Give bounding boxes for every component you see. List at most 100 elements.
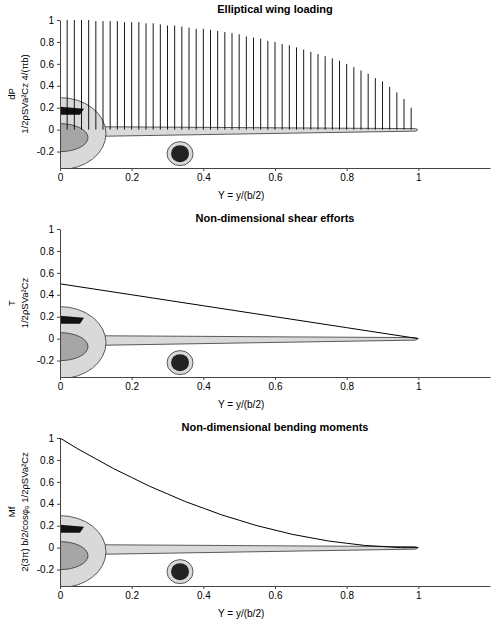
plot-marks — [60, 284, 418, 339]
x-tick-label: 0.8 — [340, 381, 354, 392]
y-tick-label: 0.4 — [40, 80, 54, 91]
y-tick-label: 1 — [48, 224, 54, 235]
y-tick-label: 1 — [48, 433, 54, 444]
x-tick-mark — [132, 586, 133, 589]
x-tick: 0.6 — [269, 168, 283, 183]
x-tick: 0.2 — [125, 168, 139, 183]
title: Non-dimensional bending moments — [181, 421, 368, 433]
y-tick: 0.4 — [40, 80, 60, 91]
x-tick: 0.8 — [340, 586, 354, 601]
stem — [174, 25, 175, 129]
stem — [167, 25, 168, 129]
panel: 00.20.40.60.81-0.200.20.40.60.81Elliptic… — [6, 3, 491, 201]
x-tick-label: 0.4 — [197, 172, 211, 183]
stem — [396, 92, 397, 129]
stem — [325, 56, 326, 129]
y-axis-title: Mf — [6, 506, 17, 517]
y-tick-mark — [57, 570, 60, 571]
stem — [282, 44, 283, 130]
stem — [267, 41, 268, 130]
x-tick-mark — [275, 586, 276, 589]
x-tick-label: 0.6 — [269, 172, 283, 183]
line — [60, 438, 418, 548]
x-tick-label: 0.2 — [125, 590, 139, 601]
stem — [67, 20, 68, 130]
y-tick-mark — [57, 361, 60, 362]
y-tick-mark — [57, 438, 60, 439]
stem — [339, 61, 340, 130]
y-tick: 0.6 — [40, 268, 60, 279]
stem — [131, 22, 132, 129]
y-tick: 1 — [48, 433, 60, 444]
y-tick-label: -0.2 — [37, 564, 55, 575]
panel: 00.20.40.60.81-0.200.20.40.60.81Non-dime… — [6, 421, 491, 619]
plot-marks — [60, 438, 418, 548]
y-tick-label: 0.4 — [40, 289, 54, 300]
stem — [296, 47, 297, 129]
y-tick-mark — [57, 460, 60, 461]
y-tick: 0.6 — [40, 477, 60, 488]
aircraft-engine — [167, 351, 193, 375]
y-axis-title: dP — [6, 88, 17, 100]
y-tick-label: -0.2 — [37, 146, 55, 157]
x-tick-label: 1 — [416, 381, 422, 392]
stem — [361, 70, 362, 129]
aircraft-engine-core — [171, 145, 189, 162]
y-tick-mark — [57, 339, 60, 340]
y-tick-label: 0 — [48, 124, 54, 135]
stem — [181, 27, 182, 130]
aircraft-windshield — [60, 525, 84, 533]
x-tick: 0.2 — [125, 586, 139, 601]
y-tick-label: 0 — [48, 333, 54, 344]
stem — [217, 31, 218, 130]
stem — [411, 108, 412, 130]
x-tick: 0.6 — [269, 377, 283, 392]
stem — [289, 45, 290, 129]
y-tick-label: 0.8 — [40, 455, 54, 466]
x-tick-label: 0.4 — [197, 590, 211, 601]
stem — [310, 52, 311, 130]
y-tick-label: 0.4 — [40, 498, 54, 509]
y-tick-label: 0.2 — [40, 311, 54, 322]
x-tick: 0 — [58, 586, 64, 601]
stem — [110, 21, 111, 130]
y-tick-mark — [57, 86, 60, 87]
stem — [88, 20, 89, 130]
y-tick: 0.4 — [40, 289, 60, 300]
x-tick-label: 0.8 — [340, 590, 354, 601]
y-tick-mark — [57, 526, 60, 527]
aircraft-wing — [80, 336, 418, 346]
y-tick-label: 0.8 — [40, 37, 54, 48]
x-tick-label: 0.2 — [125, 172, 139, 183]
y-tick-mark — [57, 295, 60, 296]
x-axis-title: Y = y/(b/2) — [218, 190, 264, 201]
aircraft-engine — [167, 560, 193, 584]
y-tick-mark — [57, 20, 60, 21]
x-tick: 0.8 — [340, 168, 354, 183]
plot-marks — [67, 20, 411, 130]
y-tick-mark — [57, 108, 60, 109]
y-tick: 0 — [48, 542, 60, 553]
aircraft-windshield — [60, 316, 84, 324]
stem — [117, 21, 118, 130]
stem — [346, 64, 347, 130]
y-tick: -0.2 — [37, 564, 60, 575]
x-tick-mark — [347, 377, 348, 380]
stem — [260, 39, 261, 130]
x-axis-title: Y = y/(b/2) — [218, 608, 264, 619]
y-axis-title: 2(3π) b/2/cosφₑ 1/2ρSVa²Cz — [19, 452, 30, 572]
y-tick: 0.2 — [40, 102, 60, 113]
stem — [253, 38, 254, 130]
stem — [368, 74, 369, 130]
x-tick: 0.4 — [197, 168, 211, 183]
x-tick-mark — [203, 168, 204, 171]
stem — [332, 58, 333, 129]
x-axis: 00.20.40.60.81 — [58, 377, 491, 392]
stem — [232, 33, 233, 129]
y-tick: -0.2 — [37, 146, 60, 157]
x-tick-label: 0.8 — [340, 172, 354, 183]
y-tick-label: 0.6 — [40, 477, 54, 488]
y-tick-label: -0.2 — [37, 355, 55, 366]
x-tick-mark — [203, 377, 204, 380]
stem — [375, 78, 376, 130]
